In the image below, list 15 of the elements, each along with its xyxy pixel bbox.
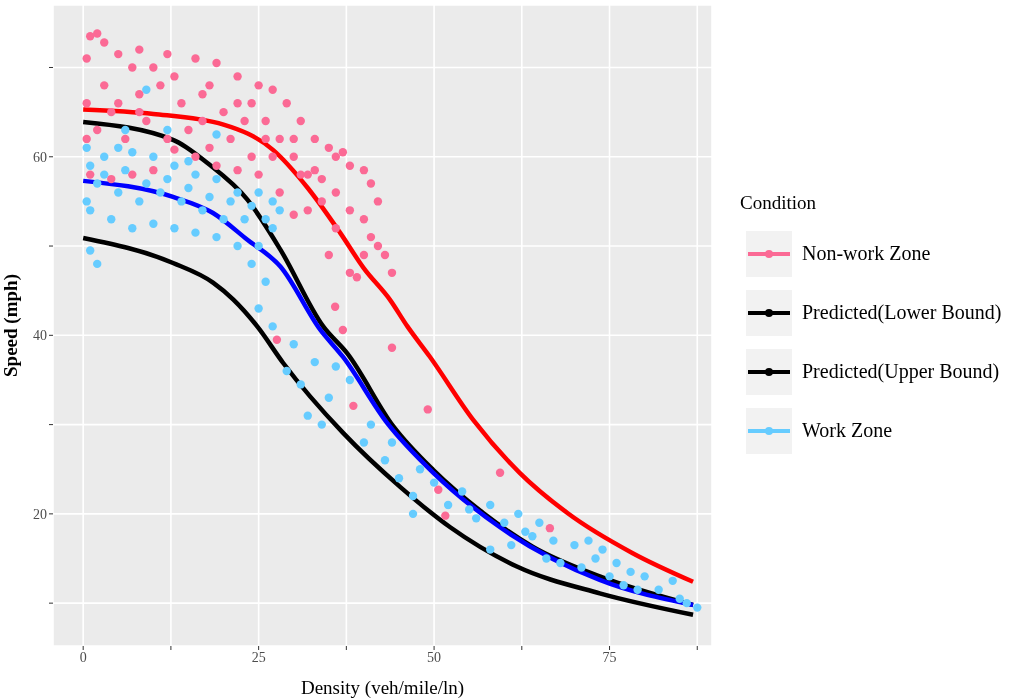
- legend-label: Predicted(Lower Bound): [802, 301, 1002, 324]
- x-axis-title: Density (veh/mile/ln): [300, 677, 465, 698]
- y-tick-label: 20: [33, 506, 47, 522]
- y-tick-label: 60: [33, 149, 47, 165]
- y-tick-label: 40: [33, 328, 47, 344]
- legend-title: Condition: [740, 192, 817, 214]
- line-series: [80, 235, 696, 617]
- legend-label: Work Zone: [802, 419, 893, 442]
- legend-label: Non-work Zone: [802, 242, 931, 265]
- x-tick-label: 50: [427, 649, 442, 665]
- x-tick-label: 0: [79, 649, 87, 665]
- legend-label: Predicted(Upper Bound): [802, 360, 1000, 383]
- x-tick-label: 25: [251, 649, 266, 665]
- x-tick-label: 75: [602, 649, 617, 665]
- y-axis-title: Speed (mph): [0, 274, 22, 377]
